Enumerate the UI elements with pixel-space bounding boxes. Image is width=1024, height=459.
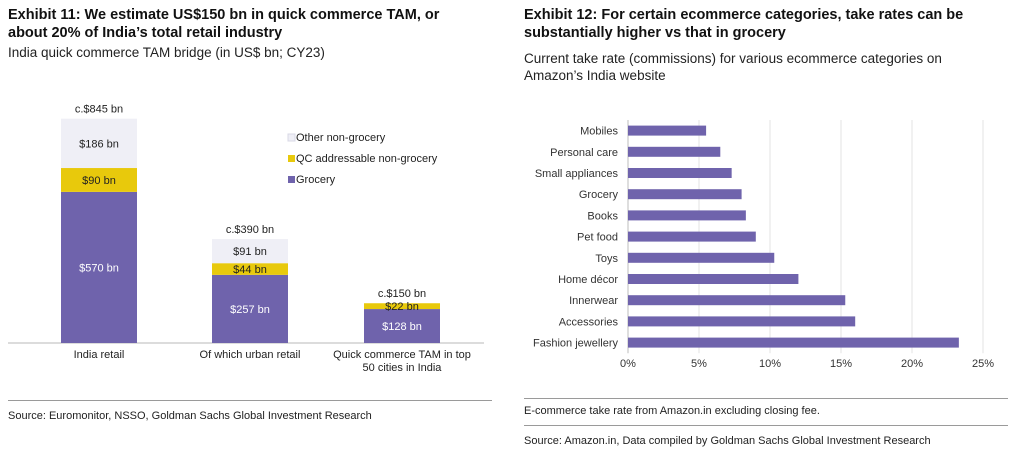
tam-bridge-chart: $570 bn $90 bn $186 bn c.$845 bn India retai… bbox=[8, 104, 484, 374]
data-label: $91 bn bbox=[233, 246, 267, 258]
exhibit-11-source: Source: Euromonitor, NSSO, Goldman Sachs… bbox=[8, 410, 372, 422]
category-label: Pet food bbox=[577, 232, 618, 244]
bar-segment bbox=[364, 309, 440, 343]
exhibit-12-subtitle-line1: Current take rate (commissions) for vari… bbox=[524, 51, 942, 66]
exhibit-12-divider-2 bbox=[524, 425, 1008, 426]
category-label: India retail bbox=[74, 349, 125, 361]
category-label: Toys bbox=[595, 253, 618, 265]
category-label: Small appliances bbox=[535, 168, 619, 180]
exhibit-12-divider bbox=[524, 398, 1008, 399]
exhibit-12-subtitle: Current take rate (commissions) for vari… bbox=[524, 50, 1014, 84]
take-rate-chart: 0% 5% 10% 15% 20% 25% Mobiles Personal care Smal… bbox=[533, 120, 994, 370]
data-label: $186 bn bbox=[79, 138, 119, 150]
bar-segment bbox=[61, 168, 137, 192]
exhibit-12-title-line2: substantially higher vs that in grocery bbox=[524, 25, 786, 41]
bar-segment bbox=[212, 274, 288, 343]
bar-segment bbox=[61, 191, 137, 343]
bar bbox=[628, 168, 732, 178]
exhibit-11-divider bbox=[8, 400, 492, 401]
bar bbox=[628, 125, 707, 136]
exhibit-12-note: E-commerce take rate from Amazon.in excl… bbox=[524, 405, 820, 417]
data-label: $128 bn bbox=[382, 321, 422, 333]
exhibit-12-source: Source: Amazon.in, Data compiled by Gold… bbox=[524, 435, 931, 447]
bar bbox=[628, 295, 846, 306]
legend-label: Grocery bbox=[296, 174, 336, 186]
exhibit-11-title: Exhibit 11: We estimate US$150 bn in qui… bbox=[8, 6, 488, 42]
exhibit-11-subtitle: India quick commerce TAM bridge (in US$ … bbox=[8, 45, 325, 60]
bar-segment bbox=[212, 263, 288, 275]
bar-segment bbox=[212, 239, 288, 264]
category-label: Accessories bbox=[559, 316, 619, 328]
exhibit-12-title: Exhibit 12: For certain ecommerce catego… bbox=[524, 6, 1004, 42]
data-label: $22 bn bbox=[385, 301, 419, 313]
category-label: 50 cities in India bbox=[363, 362, 443, 374]
bar bbox=[628, 274, 799, 284]
x-tick-label: 20% bbox=[901, 358, 923, 370]
x-tick-label: 0% bbox=[620, 358, 636, 370]
legend-label: QC addressable non-grocery bbox=[296, 153, 438, 165]
exhibit-12-subtitle-line2: Amazon’s India website bbox=[524, 68, 666, 83]
category-label: Home décor bbox=[558, 274, 618, 286]
exhibit-12-title-line1: Exhibit 12: For certain ecommerce catego… bbox=[524, 7, 964, 23]
total-label: c.$150 bn bbox=[378, 288, 426, 300]
legend-swatch bbox=[287, 133, 296, 142]
x-tick-label: 5% bbox=[691, 358, 707, 370]
bar bbox=[628, 316, 856, 327]
bar-segment bbox=[61, 118, 137, 169]
total-label: c.$845 bn bbox=[75, 104, 123, 116]
bar bbox=[628, 146, 721, 157]
category-label: Mobiles bbox=[580, 126, 618, 138]
legend-swatch bbox=[288, 155, 295, 162]
bar-segment bbox=[364, 303, 440, 310]
data-label: $44 bn bbox=[233, 264, 267, 276]
category-label: Books bbox=[587, 210, 618, 222]
category-label: Personal care bbox=[550, 147, 618, 159]
bar bbox=[628, 231, 756, 242]
legend-label: Other non-grocery bbox=[296, 132, 386, 144]
x-tick-label: 25% bbox=[972, 358, 994, 370]
exhibit-11-title-line1: Exhibit 11: We estimate US$150 bn in qui… bbox=[8, 7, 440, 23]
data-label: $90 bn bbox=[82, 175, 116, 187]
category-label: Quick commerce TAM in top bbox=[333, 349, 471, 361]
data-label: $257 bn bbox=[230, 304, 270, 316]
category-label: Of which urban retail bbox=[200, 349, 301, 361]
category-label: Grocery bbox=[579, 189, 619, 201]
legend-swatch bbox=[288, 176, 295, 183]
exhibit-12-panel: Exhibit 12: For certain ecommerce catego… bbox=[522, 0, 1024, 459]
data-label: $570 bn bbox=[79, 262, 119, 274]
bar bbox=[628, 337, 959, 348]
exhibit-11-panel: Exhibit 11: We estimate US$150 bn in qui… bbox=[0, 0, 500, 459]
category-label: Innerwear bbox=[569, 295, 618, 307]
exhibit-11-title-line2: about 20% of India’s total retail indust… bbox=[8, 25, 283, 41]
total-label: c.$390 bn bbox=[226, 224, 274, 236]
bar bbox=[628, 189, 742, 200]
x-tick-label: 10% bbox=[759, 358, 781, 370]
bar bbox=[628, 252, 775, 263]
bar bbox=[628, 210, 746, 221]
x-tick-label: 15% bbox=[830, 358, 852, 370]
category-label: Fashion jewellery bbox=[533, 338, 618, 350]
